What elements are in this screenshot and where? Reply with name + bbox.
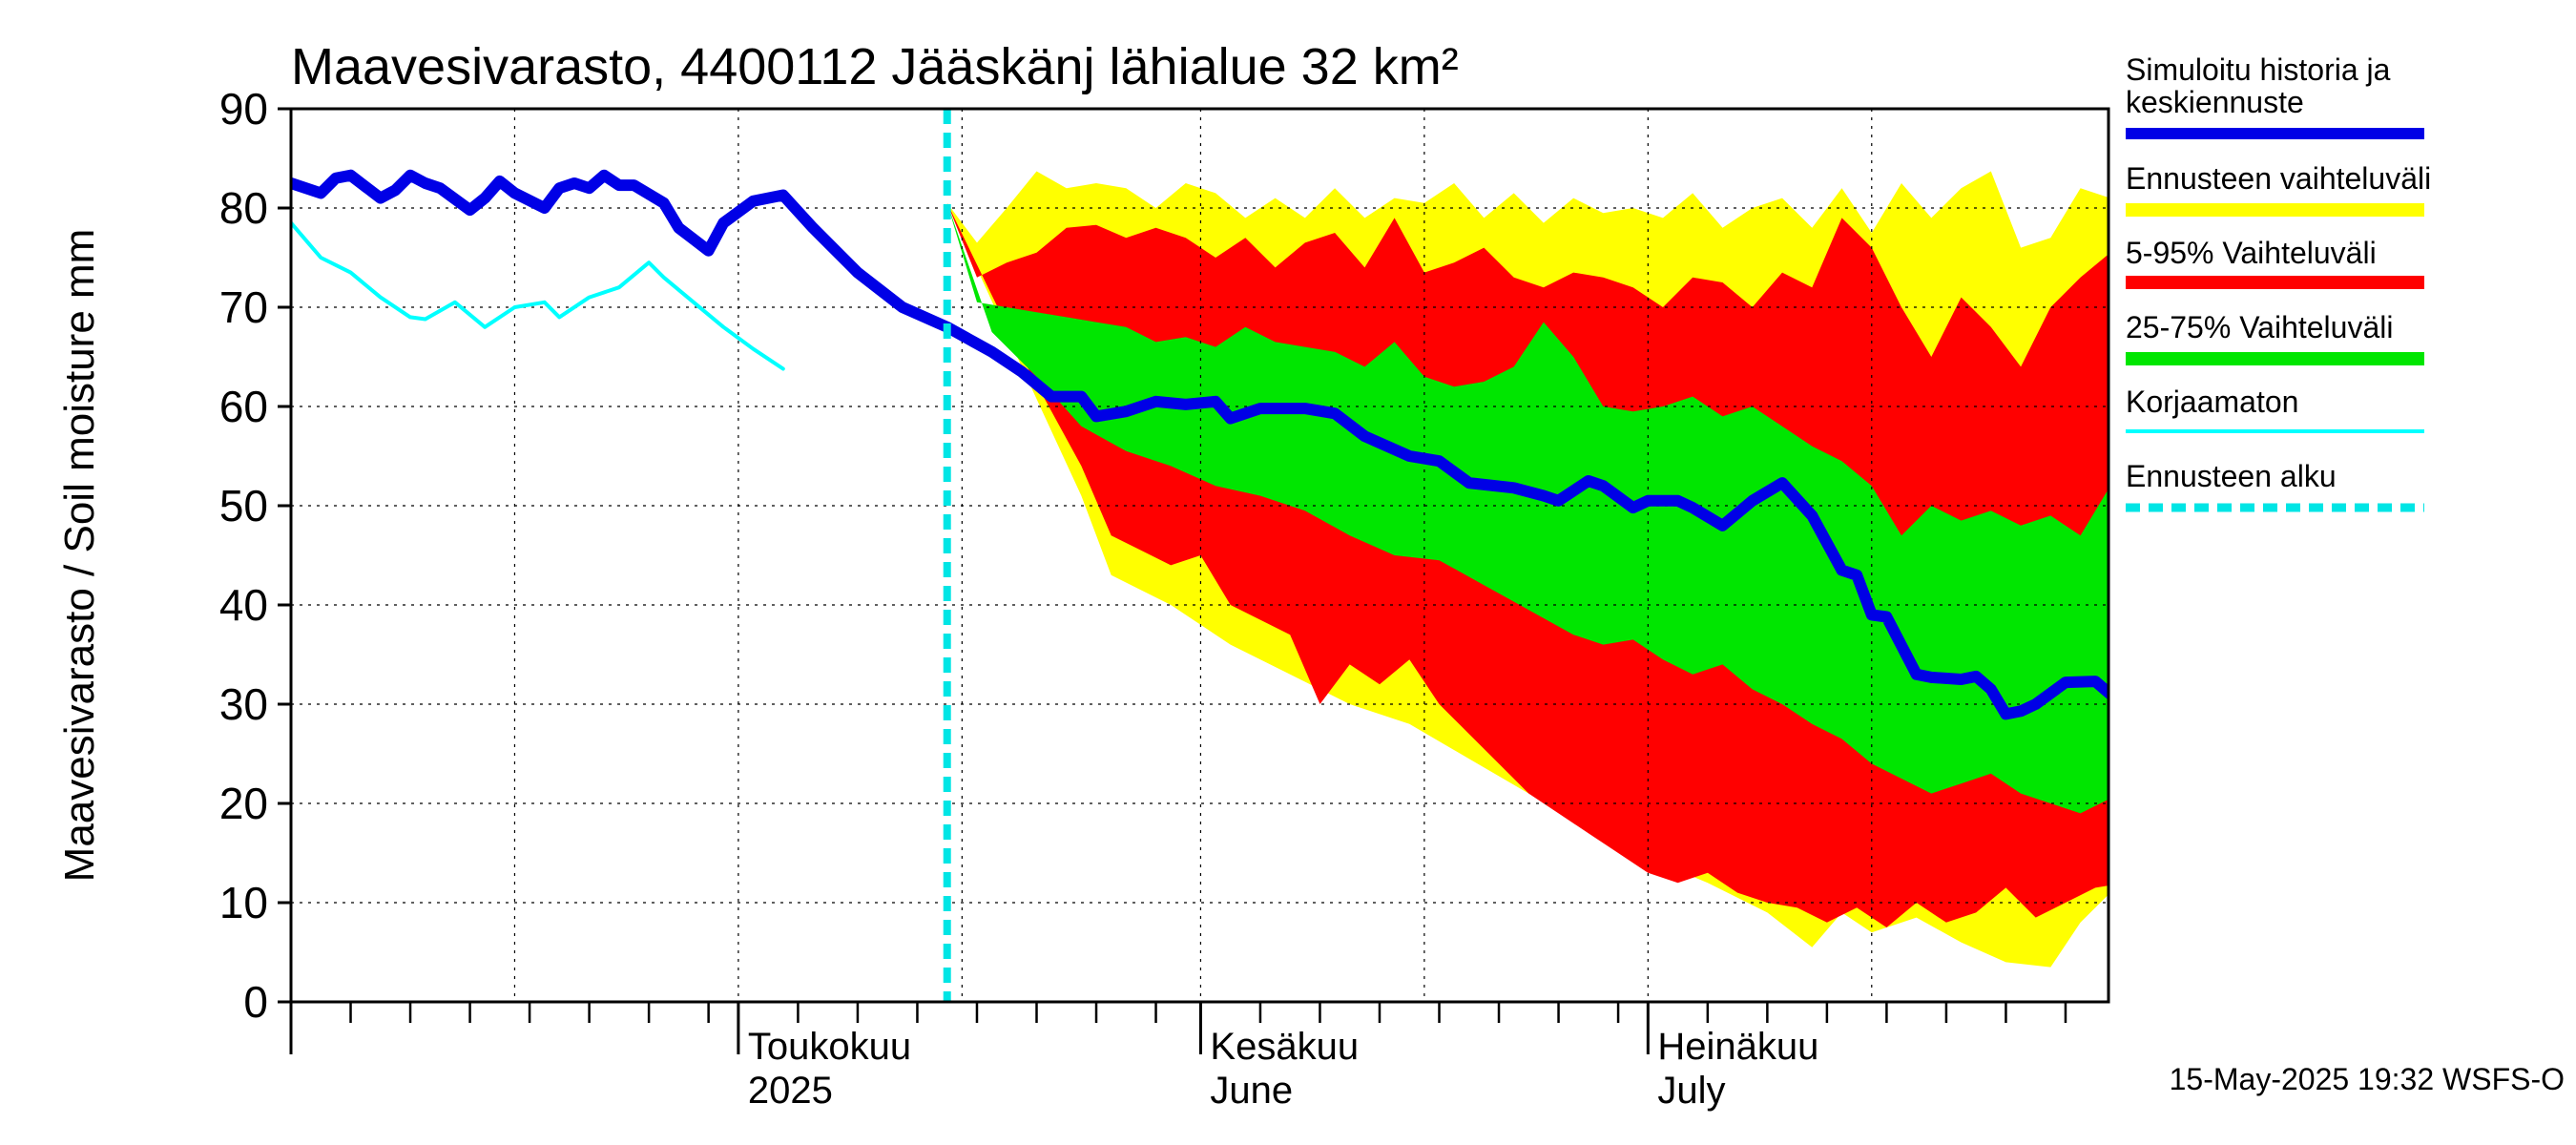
y-tick-label-50: 50	[219, 481, 268, 531]
plot-area	[289, 107, 2110, 1004]
y-tick-label-80: 80	[219, 183, 268, 233]
y-tick-label-60: 60	[219, 382, 268, 431]
legend-label-3: 5-95% Vaihteluväli	[2126, 236, 2377, 270]
legend-label-1: Simuloitu historia ja	[2126, 52, 2391, 87]
forecast-bands	[946, 171, 2109, 968]
band-3	[946, 202, 2109, 814]
series-line-simulated	[291, 169, 2109, 720]
y-tick-label-70: 70	[219, 282, 268, 332]
grid-lines	[291, 109, 2109, 1002]
y-tick-label-20: 20	[219, 779, 268, 828]
y-tick-label-10: 10	[219, 878, 268, 927]
y-tick-label-30: 30	[219, 679, 268, 729]
x-month-label-2: Kesäkuu	[1210, 1026, 1359, 1068]
series-lines	[291, 109, 2109, 1002]
legend-label-4: 25-75% Vaihteluväli	[2126, 310, 2393, 344]
x-month-sublabel-3: July	[1657, 1070, 1725, 1112]
legend-label-1b: keskiennuste	[2126, 85, 2304, 119]
x-month-label-3: Heinäkuu	[1657, 1026, 1818, 1068]
legend-label-6: Ennusteen alku	[2126, 459, 2337, 493]
legend-label-2: Ennusteen vaihteluväli	[2126, 161, 2431, 196]
y-axis-label: Maavesivarasto / Soil moisture mm	[56, 229, 103, 883]
y-axis: 0 10 20 30 40 50 60 70 80 90	[219, 84, 291, 1027]
chart-title: Maavesivarasto, 4400112 Jääskänj lähialu…	[291, 38, 1459, 95]
y-tick-label-0: 0	[243, 977, 268, 1027]
y-tick-label-40: 40	[219, 580, 268, 630]
series-line-uncorrected	[291, 220, 785, 371]
x-month-label-1: Toukokuu	[748, 1026, 911, 1068]
x-month-sublabel-1: 2025	[748, 1070, 833, 1112]
x-month-sublabel-2: June	[1210, 1070, 1293, 1112]
y-tick-label-90: 90	[219, 84, 268, 134]
legend-label-5: Korjaamaton	[2126, 385, 2298, 419]
timestamp-label: 15-May-2025 19:32 WSFS-O	[2170, 1062, 2565, 1096]
